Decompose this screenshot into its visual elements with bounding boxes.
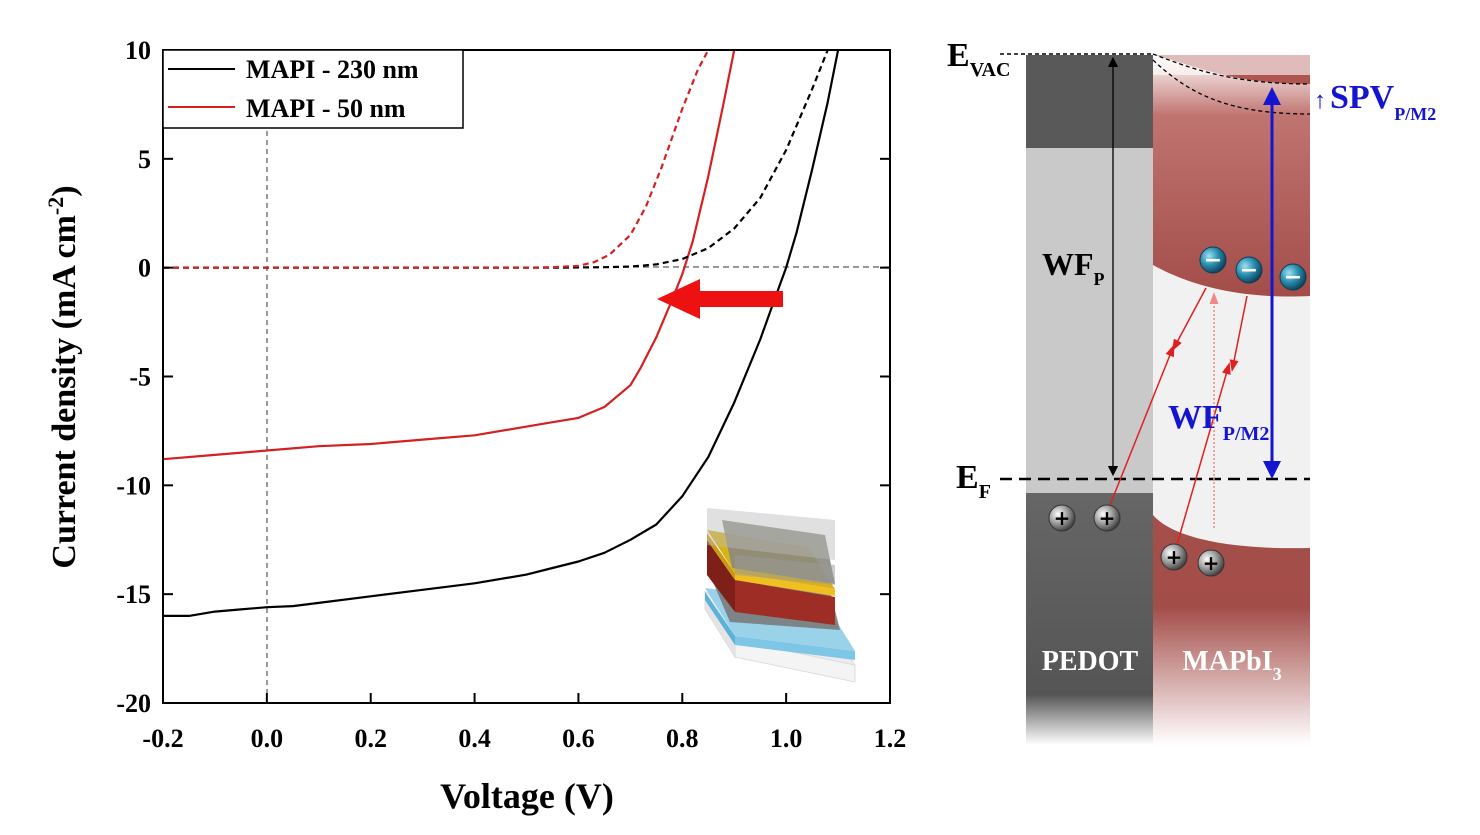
x-tick-label: 0.0 bbox=[251, 724, 284, 753]
y-tick-label: -15 bbox=[116, 580, 151, 609]
x-tick-label: 0.4 bbox=[458, 724, 491, 753]
x-tick-label: 1.0 bbox=[770, 724, 803, 753]
evac-label: EVAC bbox=[947, 37, 1010, 81]
series-line-0 bbox=[163, 50, 840, 618]
x-tick-label: 0.2 bbox=[354, 724, 387, 753]
x-tick-label: 1.2 bbox=[874, 724, 907, 753]
hole: + bbox=[1160, 543, 1188, 571]
svg-text:+: + bbox=[1203, 551, 1220, 575]
svg-text:+: + bbox=[1054, 506, 1071, 530]
electron: − bbox=[1279, 263, 1307, 291]
hole: + bbox=[1048, 504, 1076, 532]
svg-text:−: − bbox=[1204, 248, 1222, 273]
transition-arrow-2 bbox=[1172, 287, 1207, 352]
evac-line-mapi bbox=[1152, 53, 1311, 85]
ef-label: EF bbox=[956, 459, 991, 503]
wfpm2-label: WFP/M2 bbox=[1168, 399, 1269, 445]
hole: + bbox=[1093, 504, 1121, 532]
pedot-bottom-block bbox=[1026, 493, 1153, 745]
series-line-1 bbox=[163, 50, 736, 461]
electron: − bbox=[1199, 246, 1227, 274]
svg-text:−: − bbox=[1240, 258, 1258, 283]
legend-label-50: MAPI - 50 nm bbox=[246, 94, 406, 123]
mapi-label: MAPbI3 bbox=[1182, 646, 1281, 684]
y-axis-label: Current density (mA cm-2) bbox=[43, 185, 83, 568]
mapi-top-fade bbox=[1153, 55, 1310, 75]
electron: − bbox=[1235, 256, 1263, 284]
x-tick-label: 0.8 bbox=[666, 724, 699, 753]
hole: + bbox=[1197, 549, 1225, 577]
voc-shift-arrow bbox=[657, 279, 783, 319]
pedot-wf-block bbox=[1026, 148, 1153, 493]
x-axis-label: Voltage (V) bbox=[440, 776, 614, 816]
y-tick-label: 0 bbox=[138, 254, 151, 283]
spv-label: ↑ SPVP/M2 bbox=[1314, 79, 1436, 124]
jv-chart: -0.2 0.0 0.2 0.4 0.6 0.8 1.0 1.2 10 5 0 -5 -10 -15 -2… bbox=[43, 36, 906, 816]
device-stack-inset bbox=[703, 508, 857, 683]
pedot-label: PEDOT bbox=[1042, 646, 1139, 677]
y-ticks: 10 5 0 -5 -10 -15 -20 bbox=[116, 36, 890, 718]
svg-text:+: + bbox=[1166, 545, 1183, 569]
series-line-3 bbox=[163, 50, 710, 269]
x-tick-label: 0.6 bbox=[562, 724, 595, 753]
transition-arrow-4 bbox=[1175, 362, 1231, 549]
svg-text:+: + bbox=[1099, 506, 1116, 530]
transition-arrow-1 bbox=[1109, 344, 1175, 506]
evac-line-mapi-shifted bbox=[1152, 59, 1311, 115]
legend: MAPI - 230 nm MAPI - 50 nm bbox=[162, 49, 464, 129]
legend-label-230: MAPI - 230 nm bbox=[246, 55, 419, 84]
y-tick-label: 10 bbox=[125, 36, 151, 65]
band-diagram: − − − + + + + EVAC bbox=[947, 37, 1436, 745]
y-tick-label: -5 bbox=[129, 363, 151, 392]
pedot-vacuum-block bbox=[1026, 55, 1153, 148]
y-tick-label: -20 bbox=[116, 689, 151, 718]
y-tick-label: -10 bbox=[116, 471, 151, 500]
series-layer bbox=[163, 50, 840, 618]
svg-text:−: − bbox=[1284, 265, 1302, 290]
wfp-label: WFP bbox=[1042, 246, 1105, 289]
transition-arrow-3 bbox=[1229, 295, 1248, 372]
y-tick-label: 5 bbox=[138, 145, 151, 174]
x-ticks: -0.2 0.0 0.2 0.4 0.6 0.8 1.0 1.2 bbox=[142, 693, 906, 753]
x-tick-label: -0.2 bbox=[142, 724, 183, 753]
mapi-top-region bbox=[1153, 55, 1310, 297]
